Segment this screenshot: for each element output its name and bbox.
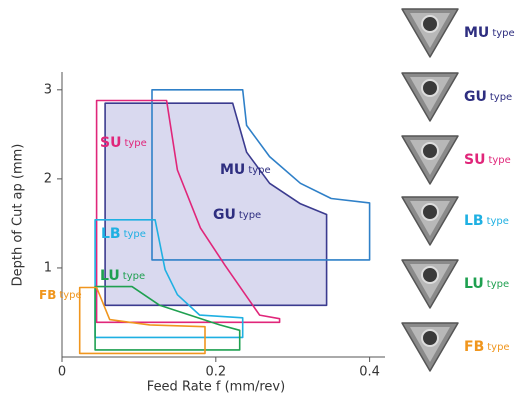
- legend-label-name: FB: [464, 339, 484, 355]
- y-tick-label: 3: [44, 82, 52, 97]
- insert-hole: [422, 80, 438, 96]
- x-tick-label: 0.4: [359, 365, 380, 380]
- insert-image: [402, 323, 458, 371]
- region-label-name: LB: [101, 226, 121, 242]
- insert-hole: [422, 143, 438, 159]
- legend-label-suffix: type: [492, 28, 514, 39]
- legend-label-name: MU: [464, 25, 489, 41]
- region-label-name: GU: [213, 207, 236, 223]
- region-label-name: FB: [39, 288, 56, 302]
- y-tick-label: 1: [44, 260, 52, 275]
- insert-image: [402, 9, 458, 57]
- legend-label-suffix: type: [487, 216, 509, 227]
- x-tick-label: 0: [58, 365, 66, 380]
- insert-hole: [422, 330, 438, 346]
- y-axis-title: Depth of Cut ap (mm): [11, 144, 26, 287]
- legend-label-name: LU: [464, 276, 484, 292]
- insert-hole: [422, 204, 438, 220]
- insert-image: [402, 260, 458, 308]
- insert-images: [402, 9, 458, 371]
- legend-label-name: GU: [464, 89, 487, 105]
- region-label-suffix: type: [124, 138, 146, 149]
- legend-label-suffix: type: [487, 279, 509, 290]
- insert-hole: [422, 267, 438, 283]
- legend-label-name: LB: [464, 213, 484, 229]
- legend-label-suffix: type: [487, 342, 509, 353]
- insert-image: [402, 136, 458, 184]
- x-tick-label: 0.2: [205, 365, 226, 380]
- x-axis-title: Feed Rate f (mm/rev): [147, 380, 285, 395]
- insert-image: [402, 73, 458, 121]
- region-label-suffix: type: [248, 165, 270, 176]
- legend-label-suffix: type: [488, 155, 510, 166]
- insert-hole: [422, 16, 438, 32]
- y-tick-label: 2: [44, 171, 52, 186]
- region-label-name: LU: [100, 268, 120, 284]
- legend-label-name: SU: [464, 152, 485, 168]
- region-label-suffix: type: [239, 210, 261, 221]
- legend-label-suffix: type: [490, 92, 512, 103]
- insert-image: [402, 197, 458, 245]
- chart: Feed Rate f (mm/rev) Depth of Cut ap (mm…: [0, 0, 527, 403]
- region-label-suffix: type: [59, 290, 81, 301]
- region-label-suffix: type: [123, 271, 145, 282]
- region-label-name: MU: [220, 162, 245, 178]
- region-label-name: SU: [100, 135, 121, 151]
- region-label-suffix: type: [124, 229, 146, 240]
